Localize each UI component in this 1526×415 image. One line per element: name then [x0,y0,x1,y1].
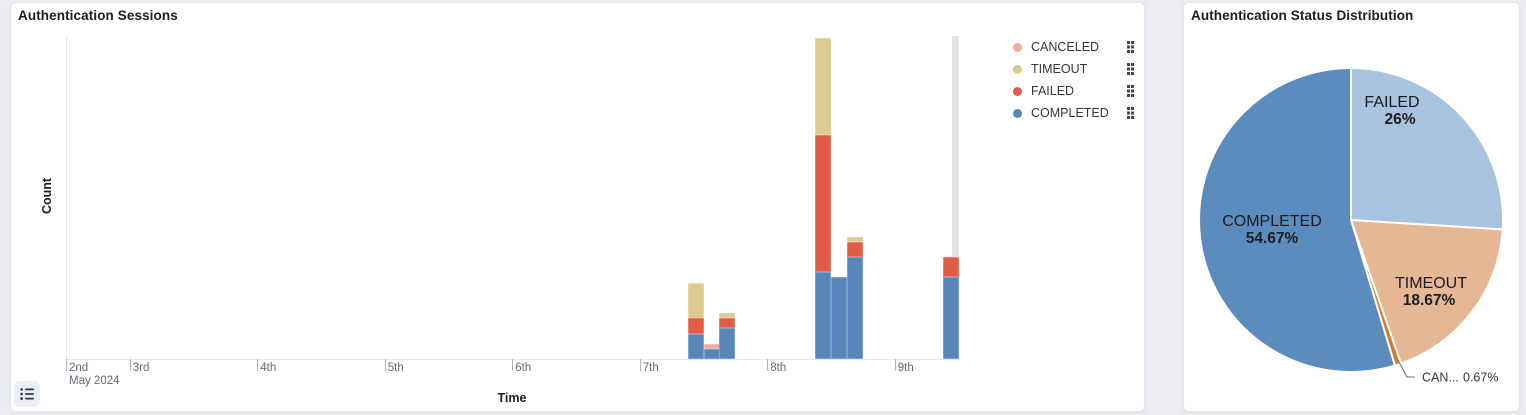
x-axis-tick-mark [894,359,896,371]
x-axis-tick-label: 3rd [132,362,150,374]
legend-item-failed[interactable]: FAILED [1013,80,1134,102]
bar-segment-failed[interactable] [719,318,736,329]
x-axis-tick-mark [384,359,386,371]
chart-legend: CANCELED TIMEOUT FAILED COMPLETED [1013,36,1134,124]
legend-item-label: TIMEOUT [1031,62,1088,76]
x-axis-tick-mark [66,359,67,371]
legend-item-label: COMPLETED [1031,106,1109,120]
legend-color-dot [1013,86,1022,96]
legend-color-dot [1013,108,1022,118]
legend-item-label: FAILED [1031,84,1075,98]
x-axis-tick-label: 2nd [69,362,89,374]
bar-segment-timeout[interactable] [719,313,736,319]
x-axis-tick-mark [512,359,514,371]
bar-segment-completed[interactable] [942,277,959,359]
pie-pct-timeout: 18.67% [1403,292,1456,309]
panel-status-distribution: Authentication Status Distribution FAILE… [1183,2,1520,412]
bar-segment-canceled[interactable] [703,343,720,349]
chart-title: Authentication Sessions [18,8,178,23]
bar-segment-failed[interactable] [846,241,863,257]
pie-slice-completed[interactable] [1198,67,1396,373]
chart-title: Authentication Status Distribution [1191,8,1414,23]
y-axis-line [66,36,67,359]
bar-segment-completed[interactable] [831,277,847,359]
x-axis-tick-mark [257,359,259,371]
list-icon [20,388,34,400]
bar-plot-area: 2nd May 2024 3rd 4th 5th 6th 7th 8th 9th [66,36,959,387]
x-axis-tick-sublabel: May 2024 [69,375,120,387]
bar-segment-failed[interactable] [942,257,959,278]
y-axis-title: Count [40,177,54,215]
x-axis-tick-mark [639,359,641,371]
pie-callout-line [1397,359,1415,378]
x-axis-tick-label: 4th [260,362,277,374]
pie-slice-failed[interactable] [1350,67,1504,231]
bar-segment-failed[interactable] [687,318,704,334]
legend-item-label: CANCELED [1031,40,1100,54]
pie-label-timeout: TIMEOUT [1395,275,1467,292]
partial-bucket-endzone [952,36,959,359]
pie-callout-label-canceled: CAN... 0.67% [1422,371,1498,385]
bar-segment-failed[interactable] [815,134,832,273]
legend-actions-icon[interactable] [1127,63,1134,75]
panel-authentication-sessions: Authentication Sessions Count 2nd May 202… [10,2,1145,412]
bar-segment-completed[interactable] [687,333,704,359]
legend-actions-icon[interactable] [1127,107,1134,119]
legend-item-timeout[interactable]: TIMEOUT [1013,58,1134,80]
x-axis-tick-label: 8th [770,362,787,374]
legend-color-dot [1013,64,1022,74]
pie-pct-completed: 54.67% [1246,230,1299,247]
bar-segment-completed[interactable] [815,272,832,359]
x-axis-tick-label: 6th [515,362,532,374]
bar-segment-completed[interactable] [846,257,863,359]
legend-item-canceled[interactable]: CANCELED [1013,36,1134,58]
x-axis-tick-label: 9th [897,362,914,374]
pie-pct-failed: 26% [1384,111,1415,128]
legend-actions-icon[interactable] [1127,85,1134,97]
legend-toggle-button[interactable] [14,381,40,407]
x-axis-tick-label: 7th [642,362,659,374]
x-axis-tick-label: 5th [387,362,404,374]
x-axis-tick-mark [129,359,131,371]
x-axis-tick-mark [767,359,769,371]
bar-segment-timeout[interactable] [846,236,863,242]
legend-item-completed[interactable]: COMPLETED [1013,102,1134,124]
x-axis-title: Time [497,391,527,405]
pie-label-completed: COMPLETED [1222,213,1322,230]
legend-actions-icon[interactable] [1127,41,1134,53]
bar-segment-timeout[interactable] [815,37,832,135]
pie-label-failed: FAILED [1364,94,1419,111]
bar-segment-timeout[interactable] [687,282,704,319]
bar-segment-completed[interactable] [703,348,720,359]
legend-color-dot [1013,42,1022,52]
bar-segment-completed[interactable] [719,328,736,359]
